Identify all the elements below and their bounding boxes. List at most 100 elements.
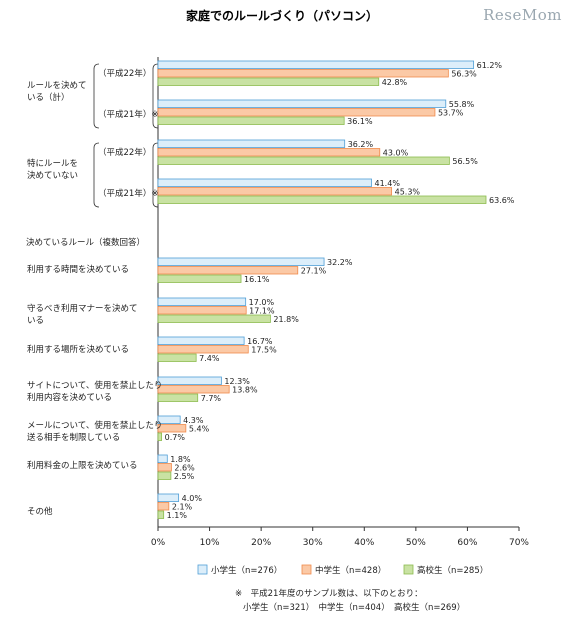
bar-value-label: 42.8% xyxy=(382,78,408,87)
category-label: 利用する時間を決めている xyxy=(27,264,129,275)
bar xyxy=(157,424,187,433)
legend-label: 高校生（n=285） xyxy=(417,565,488,576)
bar-value-label: 32.2% xyxy=(327,258,353,267)
category-label: いる xyxy=(27,316,44,326)
bar xyxy=(157,502,170,511)
legend-label: 小学生（n=276） xyxy=(211,565,282,576)
bar-value-label: 61.2% xyxy=(477,61,503,70)
bar xyxy=(157,345,249,354)
footnote-line-1: ※ 平成21年度のサンプル数は、以下のとおり： xyxy=(235,588,423,599)
legend-swatch xyxy=(301,564,312,575)
bar-value-label: 21.8% xyxy=(273,315,299,324)
category-label: メールについて、使用を禁止したり xyxy=(27,420,162,431)
bar-value-label: 2.6% xyxy=(174,464,195,473)
category-label: ルールを決めて xyxy=(27,80,87,91)
bar-value-label: 1.1% xyxy=(167,511,188,520)
bar-value-label: 27.1% xyxy=(301,267,327,276)
resemom-logo: ReseMom xyxy=(483,6,562,24)
bar-value-label: 41.4% xyxy=(375,179,401,188)
category-label: その他 xyxy=(27,506,53,517)
bar-value-label: 2.5% xyxy=(174,472,195,481)
bar xyxy=(157,257,325,266)
bar xyxy=(157,353,197,362)
bar xyxy=(157,116,345,125)
bar-value-label: 45.3% xyxy=(395,188,421,197)
bracket xyxy=(93,63,100,129)
bar xyxy=(157,178,372,187)
bar xyxy=(157,297,247,306)
bar-value-label: 4.3% xyxy=(183,416,204,425)
bar-value-label: 2.1% xyxy=(172,503,193,512)
legend-swatch xyxy=(403,564,414,575)
category-label: サイトについて、使用を禁止したり xyxy=(27,380,162,391)
x-tick-label: 70% xyxy=(509,538,529,548)
bar xyxy=(157,510,165,519)
bar-value-label: 56.5% xyxy=(452,157,478,166)
year-label: （平成22年） xyxy=(98,147,151,158)
bar-value-label: 36.2% xyxy=(348,140,374,149)
bar-value-label: 13.8% xyxy=(232,386,258,395)
bar-value-label: 16.7% xyxy=(247,337,273,346)
bar xyxy=(157,415,181,424)
bar-value-label: 63.6% xyxy=(489,196,515,205)
legend-swatch xyxy=(197,564,208,575)
x-tick-label: 30% xyxy=(303,538,323,548)
bar xyxy=(157,195,487,204)
bar-value-label: 7.4% xyxy=(199,354,220,363)
bar xyxy=(157,274,242,283)
plot-area: 0% 10% 20% 30% 40% 50% 60% 70% 61.2%56.3% 42.8% ルー… xyxy=(27,57,529,548)
bar-value-label: 56.3% xyxy=(451,70,477,79)
bar xyxy=(157,139,346,148)
bar xyxy=(157,376,222,385)
x-tick-label: 60% xyxy=(457,538,477,548)
bar-value-label: 0.7% xyxy=(165,433,186,442)
x-tick-label: 50% xyxy=(406,538,426,548)
category-label: 利用内容を決めている xyxy=(27,392,112,403)
bar xyxy=(157,454,168,463)
x-tick-label: 0% xyxy=(151,538,166,548)
footnote-line-2: 小学生（n=321） 中学生（n=404） 高校生（n=269） xyxy=(243,602,465,613)
bar-value-label: 17.0% xyxy=(249,298,275,307)
x-tick-label: 20% xyxy=(251,538,271,548)
bracket xyxy=(152,142,159,208)
category-label: 利用料金の上限を決めている xyxy=(27,460,138,471)
bar-value-label: 1.8% xyxy=(170,455,191,464)
year-label: （平成22年） xyxy=(98,68,151,79)
bar-value-label: 16.1% xyxy=(244,275,270,284)
bar xyxy=(157,148,381,157)
bar-value-label: 43.0% xyxy=(383,149,409,158)
bar xyxy=(157,187,393,196)
bar-value-label: 53.7% xyxy=(438,109,464,118)
bar xyxy=(157,60,475,69)
bar xyxy=(157,463,172,472)
category-label: 利用する場所を決めている xyxy=(27,344,129,355)
bar-value-label: 12.3% xyxy=(224,377,250,386)
category-label: 決めていない xyxy=(27,170,78,181)
bar-value-label: 5.4% xyxy=(189,425,210,434)
bar-value-label: 17.1% xyxy=(249,307,275,316)
x-tick-label: 10% xyxy=(200,538,220,548)
bar xyxy=(157,108,436,117)
bar xyxy=(157,385,230,394)
chart-title: 家庭でのルールづくり（パソコン） xyxy=(186,8,378,23)
bar xyxy=(157,493,180,502)
section-heading: 決めているルール（複数回答） xyxy=(26,237,145,248)
bracket xyxy=(93,142,100,208)
category-label: 守るべき利用マナーを決めて xyxy=(27,303,138,314)
bar xyxy=(157,471,172,480)
x-tick-label: 40% xyxy=(354,538,374,548)
bar xyxy=(157,266,299,275)
bar xyxy=(157,314,271,323)
bar xyxy=(157,156,450,165)
bar xyxy=(157,336,245,345)
bar-value-label: 36.1% xyxy=(347,117,373,126)
bar-value-label: 4.0% xyxy=(182,494,203,503)
category-label: 特にルールを xyxy=(27,158,78,169)
legend-label: 中学生（n=428） xyxy=(315,565,386,576)
bar xyxy=(157,306,247,315)
year-label: （平成21年）※ xyxy=(98,109,158,120)
category-label: いる（計） xyxy=(27,92,70,103)
year-label: （平成21年）※ xyxy=(98,188,158,199)
bar-value-label: 7.7% xyxy=(201,394,222,403)
